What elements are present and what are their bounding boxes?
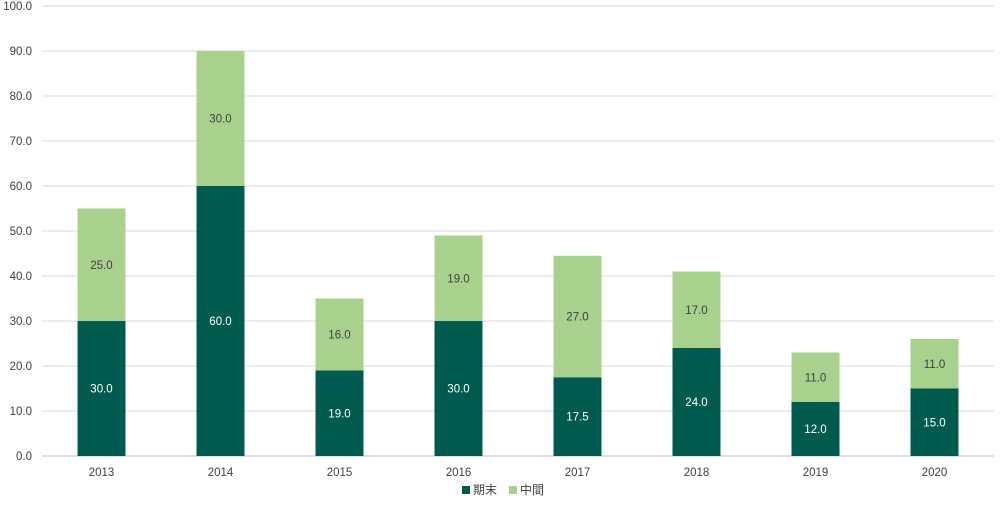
x-tick-label: 2015 (327, 467, 353, 479)
data-labels: 30.0 25.0 60.0 30.0 19.0 16.0 30.0 19.0 17.5 27.0… (90, 114, 945, 437)
bar-segment-chukan (77, 208, 126, 321)
y-tick-label: 40.0 (10, 271, 32, 283)
bar-segment-kimatsu (553, 377, 602, 456)
x-tick-label: 2016 (446, 467, 472, 479)
y-tick-label: 0.0 (16, 451, 32, 463)
data-label: 11.0 (805, 372, 827, 384)
data-label: 27.0 (566, 312, 588, 324)
data-label: 25.0 (90, 260, 112, 272)
data-label: 16.0 (328, 330, 350, 342)
y-tick-label: 100.0 (3, 1, 32, 13)
gridlines (42, 5, 994, 457)
bar-segment-kimatsu (434, 321, 483, 456)
data-label: 17.0 (685, 305, 707, 317)
y-tick-label: 30.0 (10, 316, 32, 328)
bar-segment-chukan (553, 255, 602, 378)
y-tick-label: 50.0 (10, 226, 32, 238)
bar-segment-kimatsu (910, 388, 959, 456)
bar-segment-chukan (672, 271, 721, 348)
x-tick-label: 2014 (208, 467, 234, 479)
bar-segment-chukan (910, 339, 959, 389)
data-label: 11.0 (924, 359, 946, 371)
bar-segment-kimatsu (315, 370, 364, 456)
legend: 期末 中間 (462, 482, 544, 497)
legend-label: 期末 (473, 483, 497, 497)
y-tick-label: 10.0 (10, 406, 32, 418)
bar-segment-chukan (196, 51, 245, 186)
data-label: 30.0 (90, 384, 112, 396)
data-label: 19.0 (447, 273, 469, 285)
x-tick-label: 2019 (803, 467, 829, 479)
y-tick-label: 90.0 (10, 46, 32, 58)
x-axis-ticks: 2013 2014 2015 2016 2017 2018 2019 2020 (89, 467, 948, 479)
data-label: 17.5 (566, 412, 588, 424)
legend-swatch (462, 486, 470, 494)
data-label: 24.0 (685, 397, 707, 409)
legend-label: 中間 (520, 482, 544, 497)
y-axis-ticks: 0.0 10.0 20.0 30.0 40.0 50.0 60.0 70.0 80.0 90.0 1… (3, 1, 32, 463)
data-label: 30.0 (209, 114, 231, 126)
bar-segment-chukan (434, 235, 483, 321)
x-tick-label: 2018 (684, 467, 710, 479)
bar-segment-kimatsu (672, 348, 721, 456)
data-label: 12.0 (804, 424, 826, 436)
data-label: 15.0 (923, 417, 945, 429)
bars (77, 51, 959, 456)
y-tick-label: 70.0 (10, 136, 32, 148)
x-tick-label: 2020 (922, 467, 948, 479)
data-label: 19.0 (328, 408, 350, 420)
y-tick-label: 60.0 (10, 181, 32, 193)
bar-segment-kimatsu (791, 402, 840, 456)
data-label: 60.0 (209, 316, 231, 328)
legend-swatch (509, 486, 517, 494)
y-tick-label: 80.0 (10, 91, 32, 103)
bar-segment-chukan (315, 298, 364, 371)
bar-segment-chukan (791, 352, 840, 402)
x-tick-label: 2013 (89, 467, 115, 479)
x-tick-label: 2017 (565, 467, 591, 479)
y-tick-label: 20.0 (10, 361, 32, 373)
bar-segment-kimatsu (196, 186, 245, 456)
data-label: 30.0 (447, 384, 469, 396)
bar-segment-kimatsu (77, 321, 126, 456)
